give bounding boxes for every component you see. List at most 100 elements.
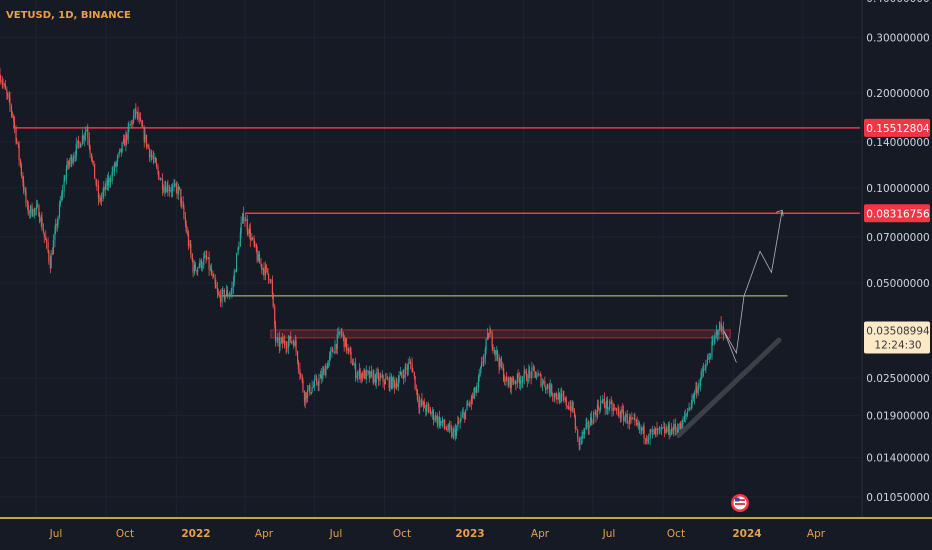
candle-body (696, 387, 698, 394)
candle-body (531, 367, 533, 378)
candle-body (689, 407, 691, 409)
candle-body (2, 83, 4, 85)
time-tick-label: Apr (807, 528, 826, 540)
candle-body (45, 240, 48, 243)
candle-body (633, 418, 635, 420)
candle-body (515, 382, 517, 384)
candle-body (137, 112, 139, 120)
candle-body (36, 205, 38, 207)
candle-body (425, 408, 427, 412)
candle-body (587, 421, 589, 428)
projection-alt-path[interactable] (723, 331, 737, 363)
candle-body (547, 384, 549, 389)
candle-body (320, 374, 322, 380)
candle-body (451, 428, 453, 437)
candle-body (541, 382, 544, 387)
candle-body (185, 223, 187, 232)
price-tick-label: 0.05000000 (866, 278, 929, 290)
candle-body (123, 138, 125, 143)
candle-body (402, 374, 404, 376)
candle-body (354, 363, 357, 378)
candle-body (253, 238, 255, 244)
candle-body (248, 228, 251, 234)
candle-body (670, 434, 672, 436)
candle-body (507, 381, 509, 385)
candle-body (711, 342, 713, 357)
candle-body (361, 373, 364, 378)
candle-body (193, 264, 196, 273)
candle-body (565, 398, 567, 406)
candle-body (233, 271, 235, 282)
candle-body (116, 161, 118, 167)
candle-body (135, 108, 137, 114)
candle-body (24, 190, 26, 192)
candle-body (161, 178, 164, 190)
candle-body (492, 346, 494, 351)
candle-body (184, 217, 187, 224)
candle-body (151, 154, 153, 158)
candle-body (473, 393, 475, 399)
candle-body (200, 259, 203, 268)
candle-body (54, 231, 56, 241)
candle-body (310, 392, 312, 394)
flag-us-icon[interactable] (731, 494, 749, 512)
candle-body (311, 387, 313, 393)
candle-body (441, 421, 443, 423)
candle-body (286, 347, 288, 349)
candle-body (608, 408, 610, 410)
candle-body (597, 405, 599, 409)
candle-body (412, 370, 414, 373)
candle-body (555, 393, 557, 398)
candle-body (624, 417, 626, 421)
candle-body (490, 331, 492, 334)
candle-body (102, 191, 104, 197)
candle-body (302, 380, 304, 392)
candle-body (262, 268, 264, 270)
candle-body (580, 437, 583, 439)
candle-body (265, 265, 267, 268)
candle-body (564, 398, 567, 400)
candle-body (387, 378, 389, 380)
candle-body (349, 349, 351, 352)
candle-body (222, 289, 224, 291)
candle-body (365, 370, 367, 380)
candle-body (579, 437, 581, 445)
candle-body (261, 264, 263, 270)
breakout-zone[interactable] (270, 329, 731, 339)
candle-body (654, 429, 656, 435)
candle-body (290, 336, 292, 343)
candle-body (72, 158, 74, 164)
candle-body (716, 330, 718, 336)
candle-body (181, 201, 183, 203)
projection-path[interactable] (723, 210, 783, 355)
candle-body (393, 381, 396, 388)
candle-body (542, 381, 544, 383)
candle-body (517, 373, 519, 379)
candle-body (585, 423, 587, 429)
candle-body (554, 393, 556, 397)
candle-body (183, 207, 185, 218)
candle-body (288, 336, 290, 341)
candle-body (377, 373, 380, 381)
candle-body (13, 121, 16, 128)
trend-support-line[interactable] (676, 337, 782, 438)
candle-body (494, 350, 496, 355)
candle-body (477, 377, 480, 388)
candle-body (406, 368, 409, 370)
candle-body (411, 362, 413, 371)
candle-body (398, 375, 400, 382)
time-tick-label: Apr (531, 528, 550, 540)
projection-arrowhead (776, 209, 784, 217)
candle-body (284, 340, 286, 345)
candle-body (537, 374, 539, 377)
candle-body (583, 432, 585, 434)
candle-body (693, 392, 696, 399)
candle-body (553, 395, 555, 397)
resistance-mid-price-label: 0.08316756 (866, 208, 930, 220)
candle-body (643, 426, 645, 439)
candle-body (695, 387, 697, 393)
candle-body (88, 138, 90, 147)
candle-body (670, 427, 673, 435)
